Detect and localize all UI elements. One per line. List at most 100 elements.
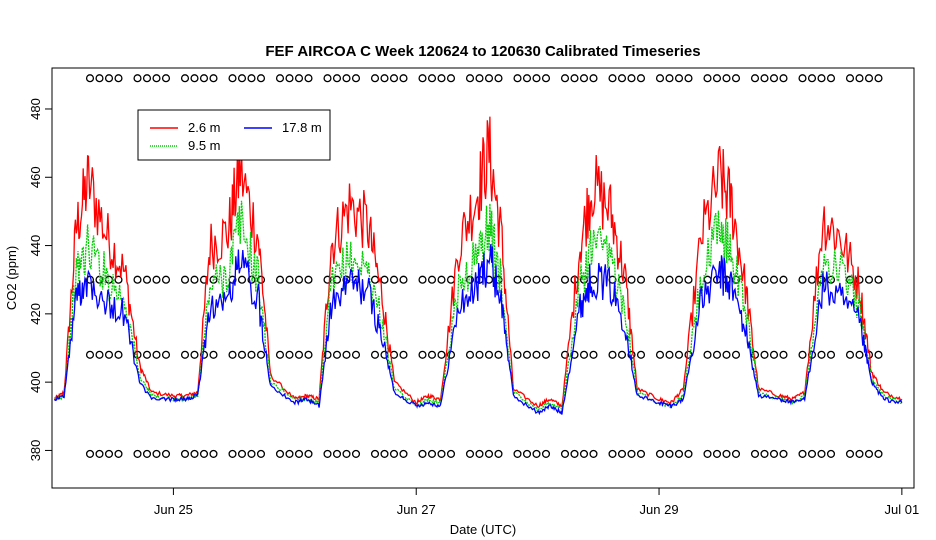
x-tick-label: Jun 27 — [397, 502, 436, 517]
flag-marker-row-4 — [722, 449, 731, 458]
flag-marker-row-4 — [560, 449, 570, 458]
flag-marker-row-4 — [636, 449, 646, 458]
y-tick-label: 440 — [28, 235, 43, 257]
flag-marker-row-2 — [399, 275, 408, 284]
y-tick-label: 400 — [28, 371, 43, 393]
flag-marker-row-2 — [427, 275, 437, 284]
flag-marker-row-2 — [684, 275, 693, 284]
flag-marker-row-3 — [465, 350, 475, 359]
flag-marker-row-1 — [703, 74, 712, 83]
flag-marker-row-1 — [570, 74, 579, 83]
flag-marker-row-3 — [399, 350, 408, 359]
flag-marker-row-4 — [541, 449, 551, 458]
flag-marker-row-1 — [437, 74, 446, 83]
flag-marker-row-1 — [798, 74, 807, 83]
flag-marker-row-3 — [161, 350, 171, 359]
flag-marker-row-1 — [133, 74, 142, 83]
flag-marker-row-4 — [826, 449, 836, 458]
flag-marker-row-4 — [437, 449, 446, 458]
y-axis: 380 400 420 440 460 480 — [28, 98, 52, 461]
flag-marker-row-2 — [769, 275, 779, 284]
flag-marker-row-4 — [104, 449, 114, 458]
flag-marker-row-1 — [351, 74, 361, 83]
flag-marker-row-3 — [351, 350, 361, 359]
flag-marker-row-1 — [180, 74, 190, 83]
flag-marker-row-1 — [142, 74, 152, 83]
flag-marker-row-2 — [864, 275, 874, 284]
flag-marker-row-2 — [190, 275, 199, 284]
flag-marker-row-2 — [294, 275, 304, 284]
flag-marker-row-4 — [427, 449, 437, 458]
flag-marker-row-1 — [332, 74, 342, 83]
flag-marker-row-4 — [256, 449, 266, 458]
flag-marker-row-2 — [560, 275, 570, 284]
flag-marker-row-3 — [484, 350, 494, 359]
legend-box — [137, 109, 331, 161]
flag-marker-row-3 — [589, 350, 598, 359]
flag-marker-row-1 — [731, 74, 741, 83]
flag-marker-row-2 — [256, 275, 266, 284]
flag-marker-row-1 — [665, 74, 674, 83]
flag-marker-row-2 — [798, 275, 807, 284]
flag-marker-row-1 — [522, 74, 532, 83]
flag-marker-row-2 — [418, 275, 427, 284]
flag-marker-row-1 — [494, 74, 503, 83]
flag-marker-row-2 — [874, 275, 883, 284]
flag-marker-row-4 — [807, 449, 817, 458]
flag-marker-row-1 — [579, 74, 589, 83]
flag-marker-row-1 — [826, 74, 836, 83]
flag-marker-row-3 — [608, 350, 617, 359]
legend-label-17-8m: 17.8 m — [282, 120, 322, 135]
flag-marker-row-1 — [389, 74, 399, 83]
flag-marker-row-4 — [332, 449, 342, 458]
flag-marker-row-4 — [579, 449, 589, 458]
flag-marker-row-1 — [674, 74, 684, 83]
flag-marker-row-1 — [855, 74, 864, 83]
flag-marker-row-3 — [636, 350, 646, 359]
flag-marker-row-1 — [294, 74, 304, 83]
flag-marker-row-4 — [494, 449, 503, 458]
flag-marker-row-1 — [380, 74, 389, 83]
flag-marker-row-4 — [589, 449, 598, 458]
flag-marker-row-3 — [617, 350, 627, 359]
flag-marker-row-4 — [275, 449, 285, 458]
x-axis-label: Date (UTC) — [450, 522, 516, 537]
flag-marker-row-4 — [114, 449, 123, 458]
flag-marker-row-1 — [750, 74, 760, 83]
flag-marker-row-4 — [484, 449, 494, 458]
flag-marker-row-3 — [560, 350, 570, 359]
flag-marker-row-2 — [180, 275, 190, 284]
flag-marker-row-2 — [636, 275, 646, 284]
series-lines — [53, 116, 903, 416]
flag-marker-row-2 — [665, 275, 674, 284]
flag-marker-row-2 — [674, 275, 684, 284]
flag-marker-row-2 — [142, 275, 152, 284]
flag-marker-row-1 — [513, 74, 522, 83]
legend: 2.6 m 9.5 m 17.8 m — [137, 109, 331, 161]
flag-marker-row-1 — [779, 74, 788, 83]
flag-marker-row-3 — [532, 350, 541, 359]
flag-marker-row-3 — [826, 350, 836, 359]
flag-marker-row-3 — [114, 350, 123, 359]
flag-marker-row-3 — [769, 350, 779, 359]
flag-marker-row-1 — [807, 74, 817, 83]
flag-marker-row-4 — [161, 449, 171, 458]
flag-marker-row-2 — [522, 275, 532, 284]
flag-marker-row-4 — [190, 449, 199, 458]
flag-marker-row-4 — [85, 449, 95, 458]
flag-marker-row-1 — [304, 74, 313, 83]
flag-marker-row-4 — [674, 449, 684, 458]
flag-marker-row-1 — [712, 74, 722, 83]
flag-marker-row-3 — [285, 350, 294, 359]
flag-marker-row-3 — [437, 350, 446, 359]
flag-marker-row-4 — [864, 449, 874, 458]
flag-marker-row-2 — [513, 275, 522, 284]
flag-marker-row-1 — [275, 74, 285, 83]
flag-marker-row-4 — [95, 449, 104, 458]
flag-marker-row-3 — [522, 350, 532, 359]
flag-marker-row-3 — [845, 350, 855, 359]
flag-marker-row-1 — [760, 74, 769, 83]
flag-marker-row-2 — [532, 275, 541, 284]
legend-label-9-5m: 9.5 m — [188, 138, 221, 153]
flag-marker-row-2 — [437, 275, 446, 284]
